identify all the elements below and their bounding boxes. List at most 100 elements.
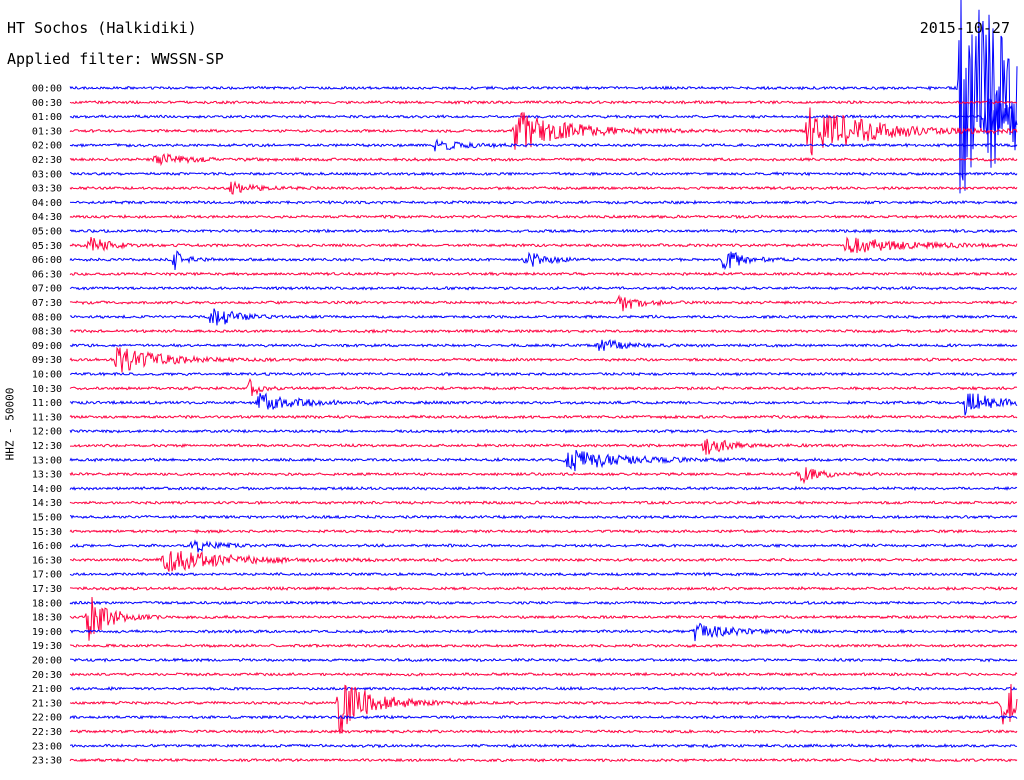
row-time-label: 08:00 (32, 312, 62, 323)
trace-line (69, 467, 1018, 485)
trace-line (70, 743, 1018, 749)
row-time-label: 06:00 (32, 255, 62, 266)
trace-line (69, 500, 1017, 506)
trace-line (69, 250, 1018, 271)
trace-line (69, 346, 1018, 373)
row-time-label: 21:00 (32, 684, 62, 695)
row-time-label: 00:00 (32, 84, 62, 95)
row-time-label: 11:00 (32, 398, 62, 409)
row-time-label: 09:00 (32, 341, 62, 352)
trace-line (69, 728, 1018, 735)
trace-line (69, 600, 1018, 606)
trace-line (69, 152, 1018, 167)
row-time-label: 16:30 (32, 555, 62, 566)
trace-line (69, 528, 1017, 535)
row-time-label: 22:00 (32, 713, 62, 724)
trace-line (69, 757, 1018, 763)
row-time-label: 15:00 (32, 513, 62, 524)
row-time-label: 15:30 (32, 527, 62, 538)
trace-line (69, 585, 1018, 592)
station-title: HT Sochos (Halkidiki) (7, 19, 197, 37)
row-time-label: 10:00 (32, 370, 62, 381)
trace-line (69, 99, 1018, 105)
row-time-label: 03:00 (32, 169, 62, 180)
trace-line (69, 0, 1018, 194)
trace-line (70, 539, 1018, 553)
trace-line (69, 714, 1018, 720)
trace-line (69, 214, 1018, 220)
trace-line (69, 377, 1018, 397)
row-time-label: 07:00 (32, 284, 62, 295)
trace-line (70, 371, 1018, 377)
row-time-label: 05:30 (32, 241, 62, 252)
row-time-label: 23:00 (32, 741, 62, 752)
trace-line (69, 228, 1018, 234)
row-time-label: 04:00 (32, 198, 62, 209)
row-time-label: 17:30 (32, 584, 62, 595)
row-time-label: 02:30 (32, 155, 62, 166)
row-label-layer: 00:00 00:30 01:00 01:30 02:00 02:30 03:00 03:30… (32, 84, 62, 767)
row-time-label: 01:30 (32, 126, 62, 137)
row-time-label: 18:30 (32, 613, 62, 624)
trace-line (69, 671, 1018, 677)
row-time-label: 12:00 (32, 427, 62, 438)
trace-line (69, 571, 1018, 577)
row-time-label: 18:00 (32, 598, 62, 609)
trace-line (69, 236, 1018, 254)
trace-layer (69, 0, 1018, 763)
trace-line (69, 685, 1018, 692)
row-time-label: 19:00 (32, 627, 62, 638)
row-time-label: 08:30 (32, 327, 62, 338)
trace-line (69, 294, 1018, 312)
row-time-label: 13:30 (32, 470, 62, 481)
row-time-label: 05:00 (32, 227, 62, 238)
trace-line (69, 596, 1018, 641)
trace-line (69, 138, 1018, 152)
row-time-label: 14:30 (32, 498, 62, 509)
trace-line (69, 414, 1018, 420)
row-time-label: 13:00 (32, 455, 62, 466)
trace-line (69, 438, 1018, 455)
row-time-label: 01:00 (32, 112, 62, 123)
row-time-label: 20:00 (32, 656, 62, 667)
row-time-label: 17:00 (32, 570, 62, 581)
row-time-label: 09:30 (32, 355, 62, 366)
row-time-label: 02:00 (32, 141, 62, 152)
trace-line (69, 328, 1018, 334)
row-time-label: 19:30 (32, 641, 62, 652)
row-time-label: 12:30 (32, 441, 62, 452)
trace-line (69, 308, 1018, 326)
trace-line (69, 622, 1018, 642)
row-time-label: 20:30 (32, 670, 62, 681)
trace-line (69, 107, 1018, 156)
trace-line (69, 180, 1018, 195)
row-time-label: 06:30 (32, 269, 62, 280)
row-time-label: 16:00 (32, 541, 62, 552)
row-time-label: 04:30 (32, 212, 62, 223)
trace-line (70, 171, 1018, 177)
row-time-label: 22:30 (32, 727, 62, 738)
row-time-label: 21:30 (32, 698, 62, 709)
trace-line (69, 514, 1018, 520)
trace-line (69, 199, 1018, 205)
row-time-label: 03:30 (32, 184, 62, 195)
row-time-label: 14:00 (32, 484, 62, 495)
trace-line (69, 271, 1018, 277)
y-axis-label: HHZ - 50000 (3, 387, 17, 461)
filter-label: Applied filter: WWSSN-SP (7, 50, 224, 68)
row-time-label: 00:30 (32, 98, 62, 109)
trace-line (69, 285, 1018, 291)
trace-line (69, 392, 1018, 416)
trace-line (69, 657, 1018, 663)
trace-line (69, 550, 1018, 572)
row-time-label: 23:30 (32, 756, 62, 767)
row-time-label: 11:30 (32, 412, 62, 423)
trace-line (69, 684, 1018, 734)
date-label: 2015-10-27 (919, 19, 1010, 37)
trace-line (69, 98, 1018, 135)
trace-line (69, 643, 1018, 649)
trace-line (69, 449, 1018, 472)
row-time-label: 10:30 (32, 384, 62, 395)
trace-line (69, 485, 1018, 492)
